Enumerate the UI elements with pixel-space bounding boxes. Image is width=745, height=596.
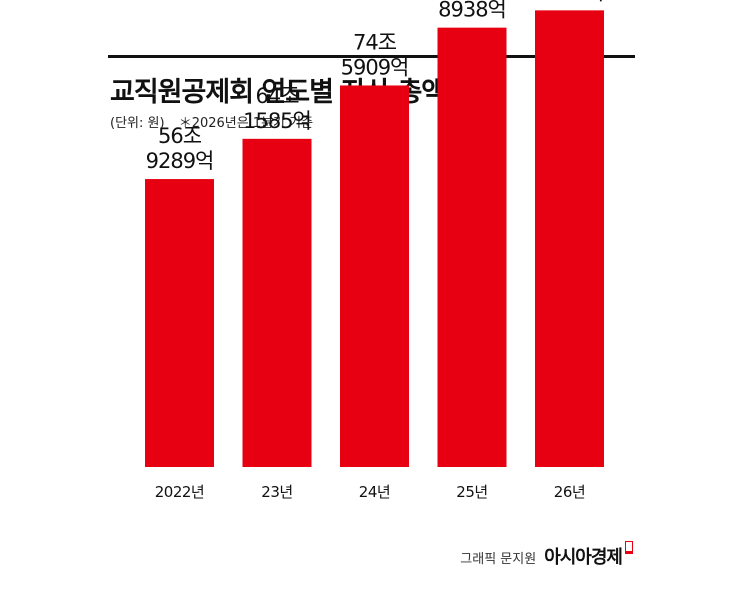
x-tick-label-4: 25년 bbox=[456, 483, 487, 501]
bar-2 bbox=[242, 138, 312, 467]
bar-value-label-3-2: 5909억 bbox=[341, 55, 409, 79]
bar-value-label-1-1: 56조 bbox=[158, 124, 202, 148]
bar-5 bbox=[535, 10, 604, 467]
bar-value-label-3-1: 74조 bbox=[353, 30, 397, 54]
bar-value-label-4-2: 8938억 bbox=[438, 0, 506, 22]
footnote-label: ＊2026년은 1분기 기준 bbox=[178, 116, 314, 131]
unit-label: (단위: 원) bbox=[110, 116, 165, 131]
brand-mark-icon bbox=[625, 541, 633, 554]
footer-credit: 그래픽 문지원 아시아경제 bbox=[460, 541, 633, 569]
x-tick-label-3: 24년 bbox=[359, 483, 390, 501]
x-tick-label-5: 26년 bbox=[554, 483, 585, 501]
brand-logo: 아시아경제 bbox=[544, 547, 623, 568]
bar-4 bbox=[437, 27, 507, 468]
x-tick-label-1: 2022년 bbox=[155, 483, 204, 501]
bar-value-label-1-2: 9289억 bbox=[146, 149, 214, 173]
bar-value-label-2-2: 1585억 bbox=[243, 109, 311, 133]
bar-3 bbox=[340, 85, 409, 468]
chart-subtitle: (단위: 원) ＊2026년은 1분기 기준 bbox=[110, 112, 313, 131]
bar-value-label-5-2: 2756억 bbox=[536, 0, 604, 4]
bar-1 bbox=[145, 179, 214, 467]
top-rule bbox=[108, 55, 635, 58]
bar-value-label-2-1: 64조 bbox=[255, 84, 299, 108]
x-tick-label-2: 23년 bbox=[261, 483, 292, 501]
graphic-credit: 그래픽 문지원 bbox=[460, 552, 537, 567]
